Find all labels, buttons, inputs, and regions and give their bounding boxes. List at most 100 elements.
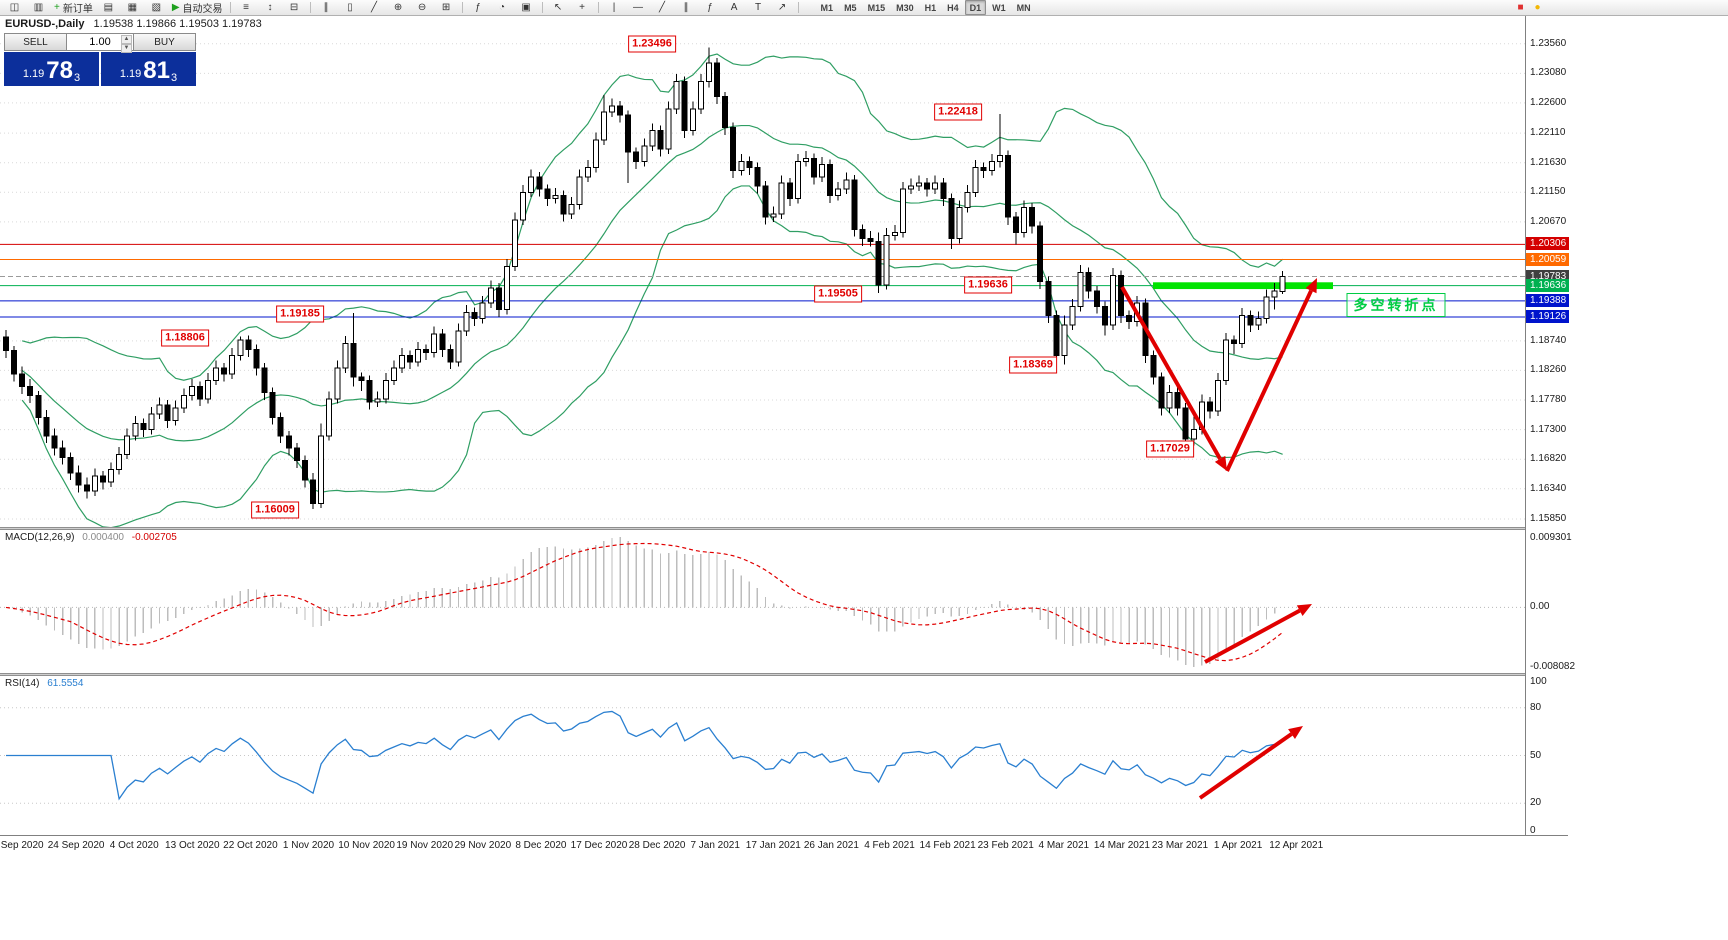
horizontal-line-icon[interactable]: — [627,0,650,16]
date-axis-label: 13 Oct 2020 [165,840,220,851]
price-flag[interactable]: 1.18369 [1009,356,1057,374]
timeframe-m1[interactable]: M1 [820,2,834,13]
main-toolbar: ◫ ▥ + 新订单 ▤ ▦ ▧ ▶ 自动交易 ≡ ↕ ⊟ ∥ ▯ ╱ ⊕ ⊖ ⊞ ƒ ◔ ▣ ↖ + | — ╱ ∥ ƒ A T ↗ M1 M… [0,0,1728,16]
sell-price-sup: 3 [74,72,81,84]
buy-button[interactable]: BUY [133,33,196,51]
timeframe-mn[interactable]: MN [1016,2,1031,13]
profile-icon[interactable]: ▧ [145,0,168,16]
turning-point-note[interactable]: 多空转折点 [1346,293,1446,317]
buy-price-sup: 3 [171,72,178,84]
chart-ohlc-label: 1.19538 1.19866 1.19503 1.19783 [93,18,262,30]
macd-axis-top: 0.009301 [1530,532,1572,543]
price-tag: 1.19126 [1526,310,1569,324]
sell-price-display[interactable]: 1.19 78 3 [4,52,99,86]
buy-price-display[interactable]: 1.19 81 3 [101,52,196,86]
alert-icon[interactable]: ■ [1517,2,1524,13]
window-tile-icon[interactable]: ▦ [121,0,144,16]
price-flag[interactable]: 1.23496 [628,35,676,53]
price-axis-label: 1.23560 [1530,37,1567,49]
pane-divider[interactable] [0,673,1568,676]
text-label-icon[interactable]: T [747,0,770,16]
zoom-out-icon: ⊖ [417,1,427,13]
window-tile-icon: ▦ [127,1,138,13]
price-axis-label: 1.17300 [1530,423,1567,435]
channel-icon[interactable]: ∥ [675,0,698,16]
price-tag: 1.19636 [1526,278,1569,292]
price-chart-canvas[interactable] [0,16,1525,527]
zoom-out-icon[interactable]: ⊖ [411,0,434,16]
price-axis[interactable]: 1.23560 1.23080 1.22600 1.22110 1.21630 1.211… [1525,16,1575,836]
price-flag[interactable]: 1.19505 [814,285,862,303]
pane-divider[interactable] [0,527,1568,530]
auto-trading-button[interactable]: ▶ 自动交易 [169,0,226,16]
price-flag[interactable]: 1.17029 [1146,440,1194,458]
timeframe-m30[interactable]: M30 [896,2,914,13]
timeframe-m5[interactable]: M5 [844,2,857,13]
macd-name: MACD(12,26,9) [5,532,75,543]
bar-chart-icon[interactable]: ∥ [315,0,338,16]
window-cascade-icon[interactable]: ▤ [97,0,120,16]
rsi-axis-label: 80 [1530,701,1542,713]
rsi-pane[interactable]: RSI(14) 61.5554 [0,676,1525,835]
timeframe-m15[interactable]: M15 [867,2,886,13]
date-axis-label: 12 Apr 2021 [1269,840,1324,851]
date-axis-label: 28 Dec 2020 [628,840,686,851]
grid-icon[interactable]: ⊞ [435,0,458,16]
timeframe-d1[interactable]: D1 [964,0,987,15]
timeframe-h1[interactable]: H1 [924,2,937,13]
indicator-list-icon[interactable]: ≡ [235,0,258,16]
price-flag[interactable]: 1.16009 [251,501,299,519]
indicator-list-icon: ≡ [243,1,249,13]
toolbar-separator [797,2,799,13]
macd-pane[interactable]: MACD(12,26,9) 0.000400 -0.002705 [0,530,1525,673]
crosshair-icon[interactable]: + [571,0,594,16]
text-icon[interactable]: A [723,0,746,16]
price-chart-pane[interactable]: EURUSD-,Daily 1.19538 1.19866 1.19503 1.… [0,16,1525,527]
trendline-icon[interactable]: ╱ [651,0,674,16]
toolbar-separator [229,2,231,13]
price-flag[interactable]: 1.19636 [964,276,1012,294]
rsi-axis-label: 20 [1530,797,1542,809]
grid-icon: ⊞ [441,1,451,13]
volume-input[interactable] [78,35,122,49]
news-icon[interactable]: ● [1534,2,1541,13]
add-indicator-icon[interactable]: ƒ [467,0,490,16]
price-flag[interactable]: 1.22418 [934,103,982,121]
fibonacci-icon[interactable]: ƒ [699,0,722,16]
timeframe-w1[interactable]: W1 [992,2,1006,13]
tick-chart-icon[interactable]: ▥ [27,0,50,16]
macd-canvas[interactable] [0,530,1525,673]
date-axis-label: 14 Feb 2021 [919,840,976,851]
text-icon: A [730,1,738,13]
new-order-button[interactable]: + 新订单 [51,0,96,16]
volume-down-button[interactable]: ▼ [121,44,132,53]
rsi-canvas[interactable] [0,676,1525,835]
volume-up-button[interactable]: ▲ [121,35,132,44]
rsi-axis-label: 50 [1530,749,1542,761]
date-axis-label: 10 Nov 2020 [338,840,395,851]
volume-stepper[interactable]: ▲ ▼ [67,33,133,53]
vertical-line-icon[interactable]: | [603,0,626,16]
price-flag[interactable]: 1.19185 [276,305,324,323]
toolbar-buttons: ◫ ▥ + 新订单 ▤ ▦ ▧ ▶ 自动交易 ≡ ↕ ⊟ ∥ ▯ ╱ ⊕ ⊖ ⊞ ƒ ◔ ▣ ↖ + | — ╱ ∥ ƒ A T ↗ [3,0,802,16]
template-icon[interactable]: ▣ [515,0,538,16]
zoom-in-icon[interactable]: ⊕ [387,0,410,16]
new-chart-icon[interactable]: ◫ [3,0,26,16]
timeframe-h4[interactable]: H4 [947,2,959,13]
objects-list-icon[interactable]: ↕ [259,0,282,16]
price-flag[interactable]: 1.18806 [161,329,209,347]
price-axis-label: 1.22600 [1530,96,1567,108]
arrow-objects-icon: ↗ [777,1,787,13]
clock-icon: ◔ [499,1,506,13]
profile-icon: ▧ [151,1,162,13]
sell-button[interactable]: SELL [4,33,67,51]
cursor-icon[interactable]: ↖ [547,0,570,16]
history-center-icon[interactable]: ⊟ [283,0,306,16]
arrow-objects-icon[interactable]: ↗ [771,0,794,16]
candlestick-chart-icon[interactable]: ▯ [339,0,362,16]
date-axis-label: 4 Oct 2020 [109,840,159,851]
timeframe-toolbar: M1 M5 M15 M30 H1 H4 D1 W1 MN [816,0,1036,15]
clock-icon[interactable]: ◔ [491,0,514,16]
line-chart-icon[interactable]: ╱ [363,0,386,16]
